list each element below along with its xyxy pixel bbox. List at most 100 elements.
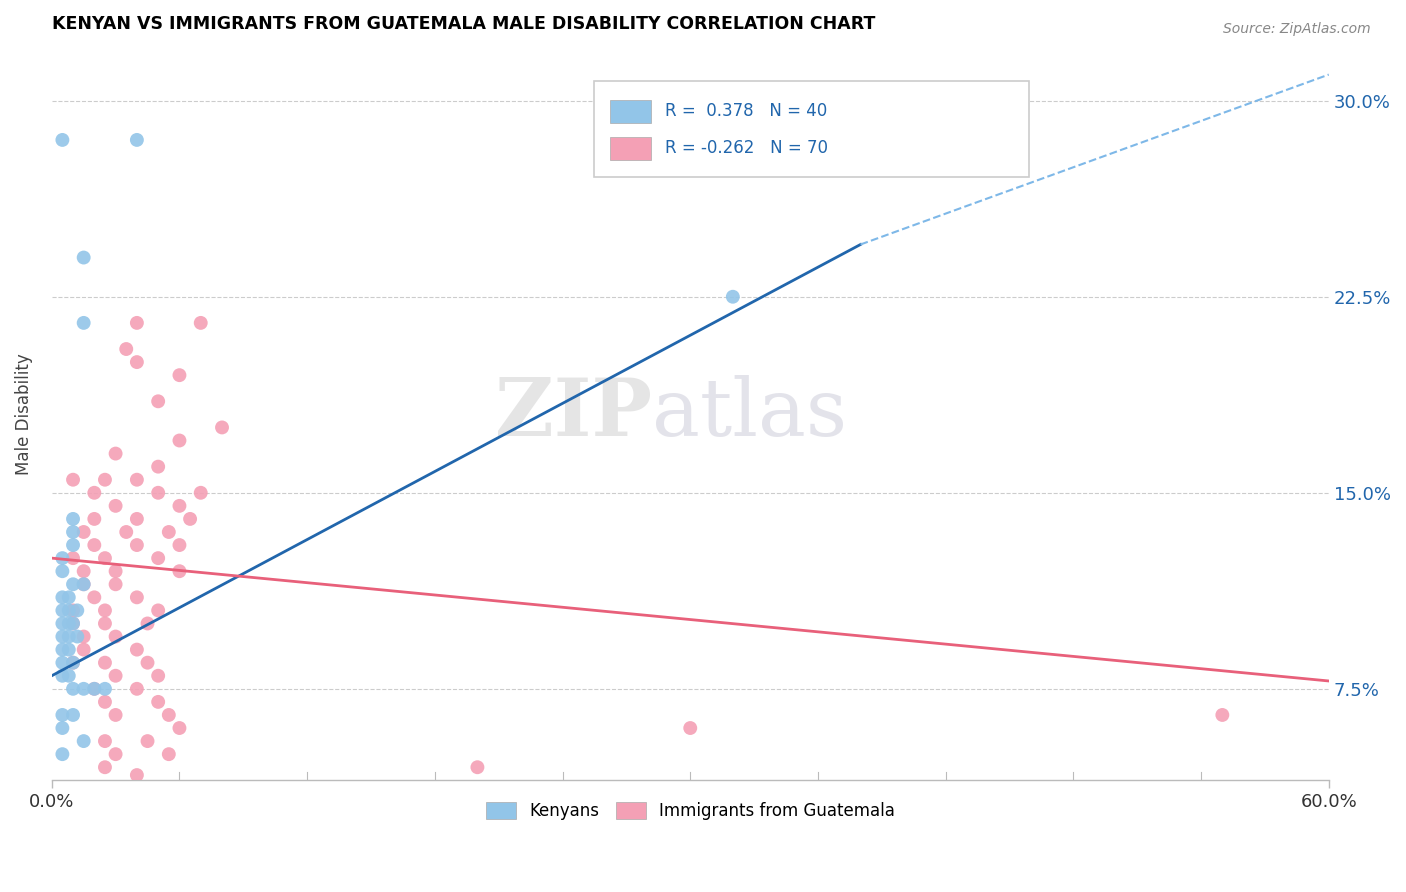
Point <box>73 564 96 578</box>
Point <box>157 524 180 539</box>
Point <box>62 538 84 552</box>
Point <box>179 512 201 526</box>
Y-axis label: Male Disability: Male Disability <box>15 353 32 475</box>
Point <box>51 708 73 723</box>
Point <box>94 473 117 487</box>
Point <box>190 485 212 500</box>
Point <box>146 485 169 500</box>
Point <box>73 316 96 330</box>
Point <box>58 603 80 617</box>
Point <box>157 747 180 761</box>
Point <box>104 577 127 591</box>
Point <box>136 734 159 748</box>
FancyBboxPatch shape <box>595 81 1029 177</box>
Point <box>58 642 80 657</box>
Point <box>146 695 169 709</box>
Legend: Kenyans, Immigrants from Guatemala: Kenyans, Immigrants from Guatemala <box>479 796 901 827</box>
Point <box>62 616 84 631</box>
Point <box>62 656 84 670</box>
Point <box>51 656 73 670</box>
Point <box>125 512 148 526</box>
Point <box>169 499 191 513</box>
Point <box>62 524 84 539</box>
Point <box>62 616 84 631</box>
Point <box>104 747 127 761</box>
Point <box>146 394 169 409</box>
Point <box>73 681 96 696</box>
FancyBboxPatch shape <box>610 136 651 160</box>
Point <box>467 760 489 774</box>
Point <box>62 512 84 526</box>
Text: ZIP: ZIP <box>495 376 652 453</box>
Point <box>51 721 73 735</box>
Point <box>58 616 80 631</box>
Point <box>94 656 117 670</box>
Point <box>73 524 96 539</box>
Point <box>146 551 169 566</box>
Text: atlas: atlas <box>652 376 846 453</box>
Point <box>62 603 84 617</box>
Point <box>83 485 105 500</box>
Point <box>62 551 84 566</box>
Point <box>169 368 191 383</box>
Point <box>51 551 73 566</box>
Point <box>51 747 73 761</box>
Point <box>51 616 73 631</box>
Point <box>169 434 191 448</box>
Point <box>125 473 148 487</box>
Point <box>190 316 212 330</box>
Point <box>73 251 96 265</box>
Point <box>94 616 117 631</box>
Point <box>125 133 148 147</box>
Point <box>66 630 89 644</box>
Point <box>58 591 80 605</box>
Point <box>169 564 191 578</box>
Point <box>115 524 138 539</box>
Point <box>104 708 127 723</box>
Point <box>115 342 138 356</box>
Point <box>51 630 73 644</box>
Point <box>51 591 73 605</box>
Point <box>136 616 159 631</box>
Point <box>51 133 73 147</box>
Point <box>125 355 148 369</box>
Point <box>125 591 148 605</box>
Point <box>83 681 105 696</box>
Point <box>73 734 96 748</box>
Text: Source: ZipAtlas.com: Source: ZipAtlas.com <box>1223 22 1371 37</box>
Point <box>51 669 73 683</box>
Point <box>104 446 127 460</box>
Point <box>125 642 148 657</box>
Point <box>146 669 169 683</box>
Point <box>62 473 84 487</box>
Text: KENYAN VS IMMIGRANTS FROM GUATEMALA MALE DISABILITY CORRELATION CHART: KENYAN VS IMMIGRANTS FROM GUATEMALA MALE… <box>52 15 875 33</box>
Point <box>58 669 80 683</box>
Point <box>94 695 117 709</box>
Point <box>94 603 117 617</box>
Point <box>679 721 702 735</box>
Point <box>94 760 117 774</box>
Point <box>94 681 117 696</box>
Point <box>1211 708 1233 723</box>
Point <box>125 316 148 330</box>
Point <box>73 577 96 591</box>
Point <box>136 656 159 670</box>
Point <box>66 603 89 617</box>
Point <box>83 538 105 552</box>
Point <box>721 290 744 304</box>
Point <box>94 734 117 748</box>
Point <box>58 630 80 644</box>
Point <box>83 591 105 605</box>
Point <box>104 564 127 578</box>
Text: R =  0.378   N = 40: R = 0.378 N = 40 <box>665 103 827 120</box>
Point <box>169 538 191 552</box>
Point <box>73 577 96 591</box>
Point <box>51 603 73 617</box>
Point <box>104 669 127 683</box>
FancyBboxPatch shape <box>610 100 651 123</box>
Point <box>83 681 105 696</box>
Point <box>62 577 84 591</box>
Point <box>125 681 148 696</box>
Point <box>125 538 148 552</box>
Point <box>104 630 127 644</box>
